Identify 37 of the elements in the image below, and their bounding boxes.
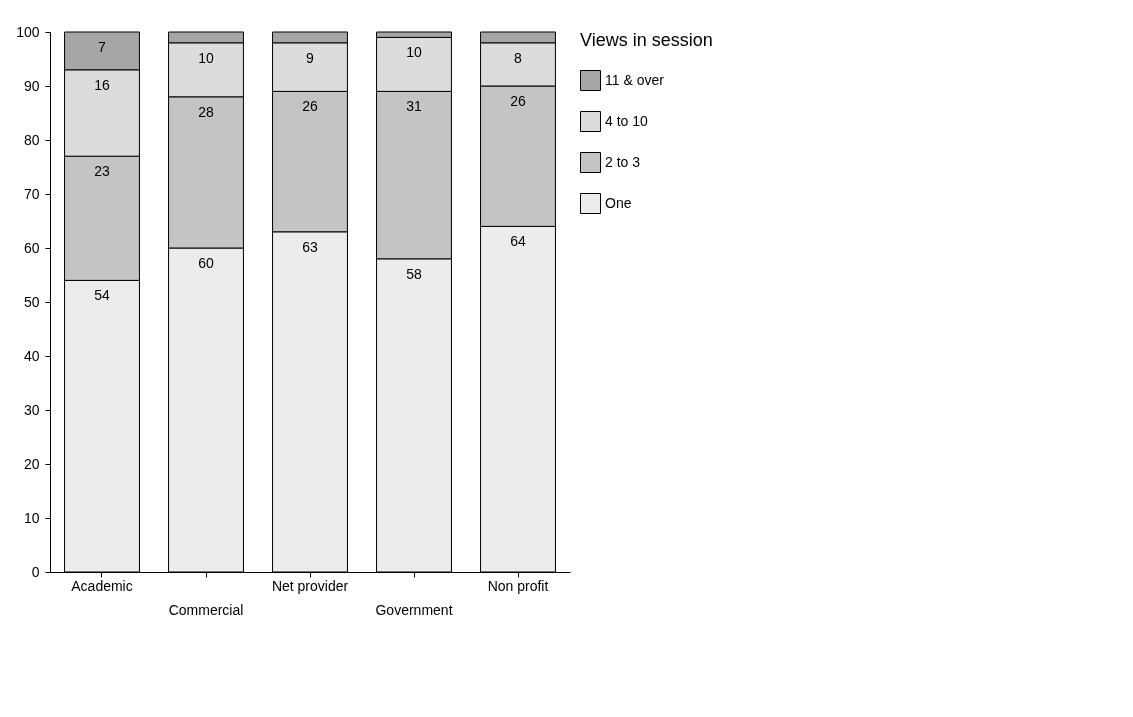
- data-label: 31: [406, 98, 422, 115]
- data-label: 26: [510, 93, 526, 109]
- data-label: 8: [514, 49, 523, 66]
- y-tick-label: 60: [23, 239, 40, 256]
- y-tick-label: 80: [23, 131, 40, 148]
- data-label: 64: [510, 233, 526, 250]
- y-tick-label: 20: [23, 455, 40, 472]
- data-label: 9: [306, 49, 315, 66]
- y-tick-label: 40: [23, 347, 40, 364]
- y-tick-label: 70: [23, 185, 40, 202]
- data-label: 58: [406, 265, 422, 282]
- y-tick-label: 50: [23, 293, 40, 310]
- x-tick-label: Net provider: [271, 577, 349, 594]
- data-label: 63: [302, 238, 318, 255]
- legend-label: 2 to 3: [605, 153, 641, 170]
- x-tick-label: Academic: [71, 577, 133, 594]
- x-tick-label: Non profit: [487, 577, 549, 594]
- data-label: 54: [94, 287, 110, 304]
- y-tick-label: 90: [23, 77, 40, 94]
- data-label: 60: [198, 255, 214, 271]
- y-tick-label: 0: [31, 563, 40, 580]
- legend-label: One: [605, 194, 632, 211]
- data-label: 10: [406, 44, 422, 61]
- y-tick-label: 10: [23, 509, 40, 526]
- legend-label: 11 & over: [605, 71, 665, 88]
- data-label: 23: [94, 163, 110, 180]
- y-tick-label: 100: [16, 23, 40, 40]
- data-label: 26: [302, 98, 318, 115]
- data-label: 16: [94, 76, 110, 93]
- data-label: 10: [198, 49, 214, 66]
- y-tick-label: 30: [23, 401, 40, 418]
- data-label: 7: [98, 39, 107, 55]
- x-tick-label: Government: [375, 601, 453, 618]
- legend-title: Views in session: [580, 30, 713, 50]
- data-label: 28: [198, 103, 214, 120]
- x-tick-label: Commercial: [168, 601, 244, 618]
- legend-label: 4 to 10: [605, 112, 649, 129]
